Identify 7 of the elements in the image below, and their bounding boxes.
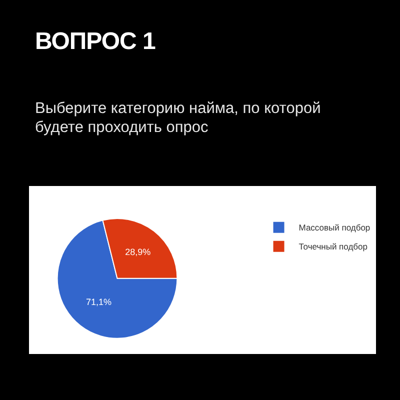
legend-label: Массовый подбор	[298, 222, 370, 233]
pie-slice	[56, 220, 178, 339]
legend-label: Точечный подбор	[298, 242, 368, 252]
data-label: 28,9%	[125, 246, 151, 257]
data-label: 71,1%	[86, 297, 112, 308]
chart-title: ВОПРОС 1	[35, 28, 156, 56]
chart-subtitle: Выберите категорию найма, по которой будете проходить опрос	[35, 99, 322, 137]
